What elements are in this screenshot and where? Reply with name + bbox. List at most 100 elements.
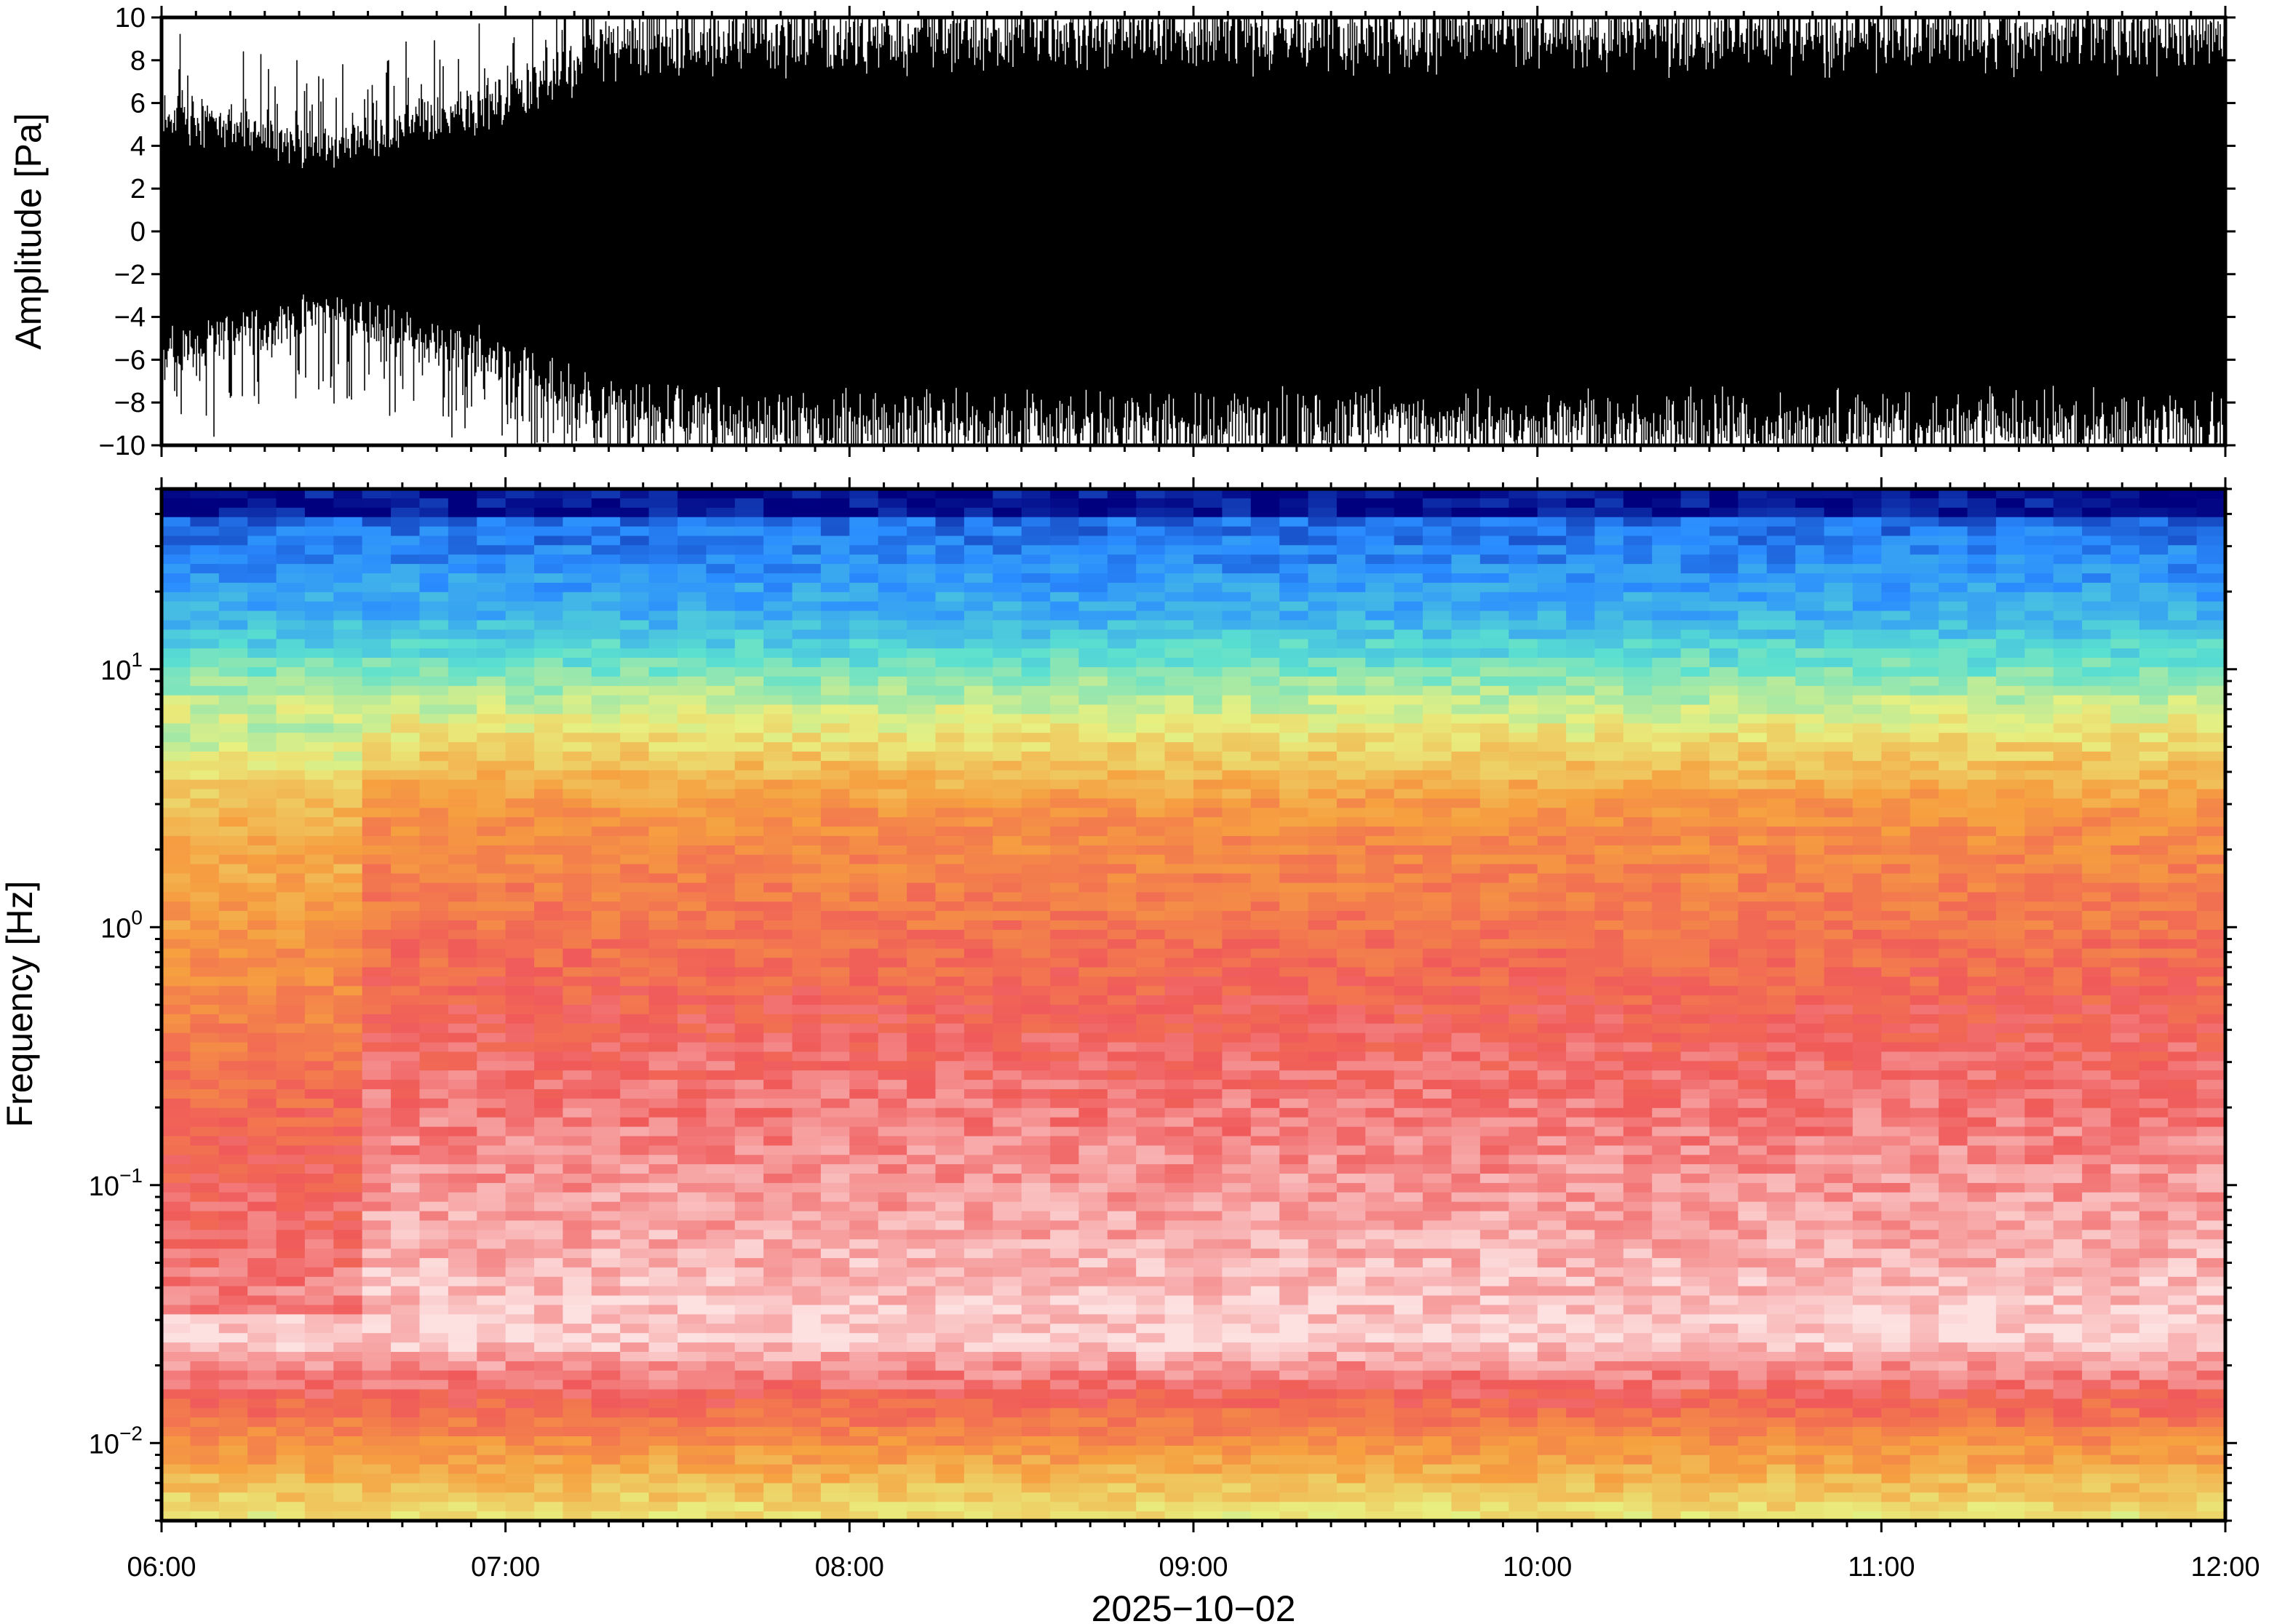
- spectrogram-column: [1164, 489, 1194, 1521]
- amplitude-tick-label: 0: [130, 217, 146, 247]
- waveform-core: [162, 175, 2225, 287]
- spectrogram-column: [878, 489, 907, 1521]
- spectrogram-column: [1509, 489, 1538, 1521]
- amplitude-tick-label: 4: [130, 131, 146, 162]
- spectrogram-column: [1050, 489, 1080, 1521]
- spectrogram-column: [2110, 489, 2140, 1521]
- spectrogram-column: [1738, 489, 1768, 1521]
- spectrogram-column: [1193, 489, 1223, 1521]
- spectrogram-column: [1107, 489, 1137, 1521]
- time-ticks: 06:00 07:00 08:00 09:00 10:00 11:00 12:00: [127, 6, 2260, 1583]
- amplitude-tick-label: 10: [115, 3, 146, 33]
- time-tick-label: 06:00: [127, 1552, 196, 1583]
- frequency-ticks: 101 100 10−1 10−2: [89, 487, 2237, 1522]
- amplitude-tick-label: −8: [114, 388, 146, 418]
- spectrogram-column: [1995, 489, 2026, 1521]
- frequency-tick-label: 10−1: [89, 1164, 143, 1202]
- spectrogram-column: [648, 489, 678, 1521]
- spectrogram-column: [1623, 489, 1653, 1521]
- spectrogram-column: [620, 489, 650, 1521]
- spectrogram-column: [1910, 489, 1939, 1521]
- spectrogram-column: [1365, 489, 1395, 1521]
- spectrogram-column: [677, 489, 707, 1521]
- spectrogram-column: [1566, 489, 1596, 1521]
- frequency-axis-title: Frequency [Hz]: [0, 880, 40, 1127]
- frequency-tick-label: 100: [100, 906, 143, 944]
- spectrogram-column: [563, 489, 592, 1521]
- spectrogram-column: [1078, 489, 1108, 1521]
- spectrogram-column: [534, 489, 564, 1521]
- amplitude-ticks: 10 8 6 4 2 0 −2 −4 −6 −8 −10: [99, 3, 2236, 461]
- spectrogram-column: [1766, 489, 1796, 1521]
- spectrogram-column: [1136, 489, 1166, 1521]
- spectrogram-column: [1451, 489, 1481, 1521]
- amplitude-tick-label: 2: [130, 174, 146, 204]
- spectrogram-column: [419, 489, 449, 1521]
- spectrogram-column: [333, 489, 363, 1521]
- spectrogram-column: [1279, 489, 1309, 1521]
- spectrogram-column: [391, 489, 421, 1521]
- spectrogram-column: [1824, 489, 1853, 1521]
- spectrogram-column: [304, 489, 335, 1521]
- spectrogram-column: [247, 489, 277, 1521]
- amplitude-tick-label: 8: [130, 46, 146, 76]
- spectrogram-column: [362, 489, 392, 1521]
- spectrogram-column: [1394, 489, 1423, 1521]
- spectrogram-column: [1852, 489, 1883, 1521]
- spectrogram-column: [963, 489, 994, 1521]
- spectrogram-column: [706, 489, 736, 1521]
- spectrogram-column: [448, 489, 478, 1521]
- spectrogram-column: [935, 489, 965, 1521]
- time-tick-label: 09:00: [1159, 1552, 1228, 1583]
- spectrogram-column: [1709, 489, 1739, 1521]
- spectrogram-column: [2082, 489, 2112, 1521]
- spectrogram-column: [1308, 489, 1338, 1521]
- spectrogram-column: [1537, 489, 1567, 1521]
- spectrogram-column: [849, 489, 879, 1521]
- spectrogram-column: [792, 489, 822, 1521]
- amplitude-tick-label: −4: [114, 303, 146, 333]
- spectrogram-column: [1250, 489, 1280, 1521]
- amplitude-tick-label: 6: [130, 89, 146, 119]
- time-tick-label: 12:00: [2190, 1552, 2260, 1583]
- spectrogram-column: [2168, 489, 2198, 1521]
- spectrogram-column: [591, 489, 621, 1521]
- spectrogram-column: [2024, 489, 2054, 1521]
- spectrogram-column: [820, 489, 851, 1521]
- time-tick-label: 11:00: [1848, 1552, 1915, 1583]
- spectrogram-column: [1594, 489, 1624, 1521]
- spectrogram-column: [162, 489, 191, 1521]
- frequency-tick-label: 10−2: [89, 1422, 143, 1460]
- frequency-tick-label: 101: [100, 648, 143, 686]
- spectrogram-column: [763, 489, 793, 1521]
- time-tick-label: 10:00: [1503, 1552, 1572, 1583]
- spectrogram-column: [1680, 489, 1710, 1521]
- spectrogram-heatmap: [162, 489, 2225, 1521]
- amplitude-panel: 10 8 6 4 2 0 −2 −4 −6 −8 −10 Amplitude [Pa]: [8, 3, 2236, 461]
- spectrogram-column: [505, 489, 535, 1521]
- spectrogram-column: [1967, 489, 1997, 1521]
- amplitude-tick-label: −10: [99, 431, 146, 461]
- time-tick-label: 07:00: [471, 1552, 540, 1583]
- spectrogram-column: [1336, 489, 1367, 1521]
- date-axis-title: 2025−10−02: [1092, 1588, 1296, 1624]
- spectrogram-column: [190, 489, 220, 1521]
- spectrogram-column: [1939, 489, 1968, 1521]
- spectrogram-column: [1479, 489, 1510, 1521]
- amplitude-tick-label: −2: [114, 260, 146, 290]
- spectrogram-column: [2053, 489, 2083, 1521]
- spectrogram-column: [1881, 489, 1911, 1521]
- spectrogram-column: [993, 489, 1022, 1521]
- spectrogram-column: [2139, 489, 2169, 1521]
- spectrogram-column: [218, 489, 248, 1521]
- waveform-trace: [162, 17, 2225, 445]
- spectrogram-column: [477, 489, 506, 1521]
- spectrogram-column: [276, 489, 306, 1521]
- spectrogram-column: [1423, 489, 1453, 1521]
- spectrogram-column: [1652, 489, 1682, 1521]
- spectrogram-column: [2196, 489, 2225, 1521]
- spectrogram-column: [734, 489, 764, 1521]
- amplitude-tick-label: −6: [114, 345, 146, 375]
